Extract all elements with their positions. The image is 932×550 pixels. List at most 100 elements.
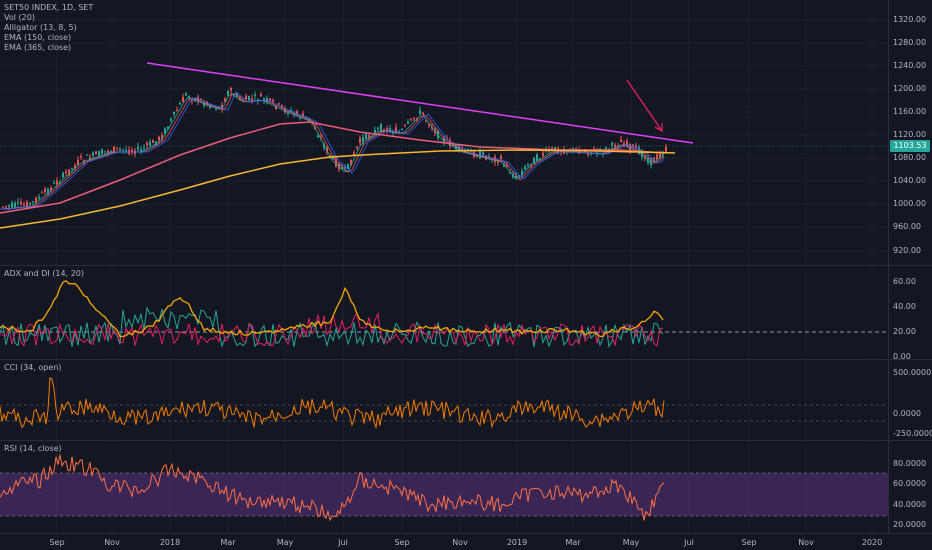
candle-body — [263, 98, 265, 101]
candle-body — [356, 146, 358, 149]
candle-body — [26, 201, 28, 209]
candle-body — [14, 202, 16, 207]
legend-volume[interactable]: Vol (20) — [4, 13, 35, 22]
candle-body — [47, 188, 49, 195]
candle-body — [524, 166, 526, 170]
price-axis[interactable]: 1320.00 1280.00 1240.00 1200.00 1160.00 … — [888, 0, 932, 265]
rsi-tick: 20.0000 — [893, 520, 927, 529]
candle-body — [575, 148, 577, 150]
candle-body — [350, 159, 352, 166]
candle-body — [341, 167, 343, 170]
candle-body — [536, 154, 538, 161]
candle-body — [371, 136, 373, 138]
candle-body — [44, 189, 46, 193]
candle-body — [665, 146, 667, 152]
candle-body — [254, 94, 256, 96]
price-tick: 1160.00 — [893, 107, 927, 116]
candle-body — [164, 128, 166, 134]
annotation-arrow — [626, 79, 663, 132]
candle-body — [20, 201, 22, 205]
adx-axis[interactable]: 60.00 40.00 20.00 0.00 — [888, 266, 932, 361]
price-tick: 1200.00 — [893, 84, 927, 93]
candle-body — [224, 98, 226, 102]
candle-body — [65, 171, 67, 174]
candle-body — [248, 95, 250, 101]
candle-body — [407, 121, 409, 124]
candle-body — [272, 100, 274, 102]
time-label: 2018 — [159, 538, 181, 547]
candle-body — [32, 201, 34, 203]
candle-body — [170, 118, 172, 121]
candle-body — [245, 95, 247, 100]
candle-body — [29, 202, 31, 205]
candle-body — [617, 146, 619, 148]
candle-body — [194, 97, 196, 102]
candle-body — [110, 151, 112, 153]
adx-pane[interactable] — [0, 266, 888, 359]
candle-body — [68, 169, 70, 175]
candle-body — [152, 140, 154, 144]
candle-body — [230, 88, 232, 91]
price-legend: SET50 INDEX, 1D, SET Vol (20) Alligator … — [4, 3, 93, 53]
candle-body — [77, 159, 79, 166]
legend-ema150[interactable]: EMA (150, close) — [4, 33, 72, 42]
rsi-axis[interactable]: 80.0000 60.0000 40.0000 20.0000 — [888, 441, 932, 533]
time-label: Nov — [104, 538, 120, 547]
candle-body — [398, 131, 400, 133]
rsi-line — [0, 454, 665, 522]
ema365-line — [0, 149, 676, 229]
candle-body — [296, 111, 298, 115]
adx-legend[interactable]: ADX and DI (14, 20) — [4, 269, 84, 278]
cci-legend[interactable]: CCI (34, open) — [4, 363, 62, 372]
candle-body — [209, 105, 211, 109]
candle-body — [242, 100, 244, 102]
time-label: Mar — [565, 538, 581, 547]
candle-body — [191, 100, 193, 102]
candle-body — [101, 149, 103, 154]
cci-pane[interactable] — [0, 360, 888, 440]
price-tick: 1040.00 — [893, 176, 927, 185]
candle-body — [512, 174, 514, 178]
candle-body — [287, 112, 289, 114]
adx-line — [0, 280, 664, 338]
candle-body — [533, 157, 535, 164]
price-pane[interactable] — [0, 0, 888, 265]
symbol-title[interactable]: SET50 INDEX, 1D, SET — [4, 3, 94, 12]
candle-body — [89, 157, 91, 160]
rsi-band — [0, 473, 888, 516]
price-tick: 1120.00 — [893, 130, 927, 139]
legend-alligator[interactable]: Alligator (13, 8, 5) — [4, 23, 77, 32]
candle-body — [389, 128, 391, 131]
rsi-tick: 40.0000 — [893, 500, 927, 509]
candle-body — [611, 142, 613, 146]
candle-body — [281, 104, 283, 107]
rsi-legend[interactable]: RSI (14, close) — [4, 444, 62, 453]
candle-body — [179, 103, 181, 105]
candle-body — [629, 144, 631, 151]
di-minus-line — [0, 311, 664, 347]
price-tick: 960.00 — [893, 222, 921, 231]
candle-body — [425, 119, 427, 121]
candle-body — [38, 196, 40, 199]
pane-divider — [0, 440, 932, 441]
candle-body — [215, 108, 217, 110]
candle-body — [347, 163, 349, 169]
candle-body — [158, 136, 160, 141]
legend-ema365[interactable]: EMA (365, close) — [4, 43, 72, 52]
candle-body — [203, 103, 205, 106]
candle-body — [11, 202, 13, 208]
candle-body — [98, 151, 100, 157]
candle-body — [95, 151, 97, 154]
cci-axis[interactable]: 500.0000 0.0000 -250.0000 — [888, 360, 932, 440]
candle-body — [542, 153, 544, 156]
candle-body — [482, 152, 484, 155]
trendline — [146, 62, 694, 144]
pane-divider — [0, 265, 932, 266]
candle-body — [503, 164, 505, 167]
candle-body — [317, 135, 319, 138]
candle-body — [17, 201, 19, 203]
candle-body — [344, 167, 346, 169]
rsi-tick: 80.0000 — [893, 459, 927, 468]
last-price-badge: 1103.53 — [890, 140, 930, 152]
